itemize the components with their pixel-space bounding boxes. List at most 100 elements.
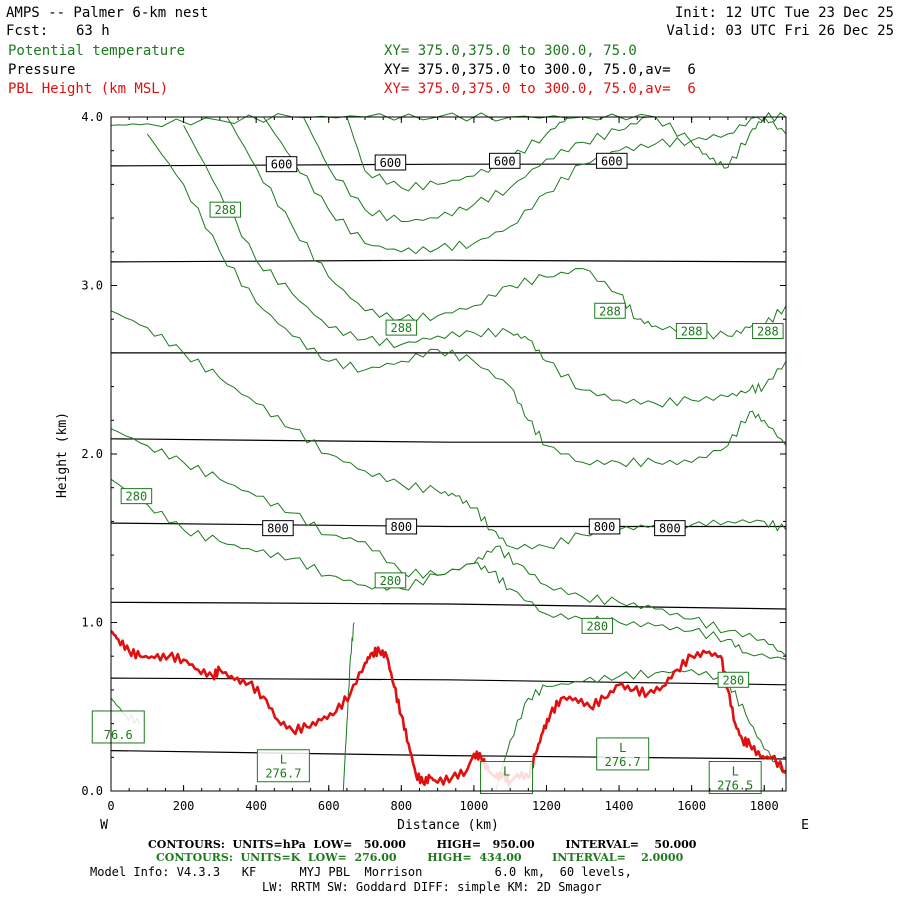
theta-contour-line: [262, 111, 787, 255]
pressure-contour-label: 800: [659, 522, 681, 536]
pressure-contour-label: 600: [271, 158, 293, 172]
y-tick-label: 4.0: [81, 110, 103, 124]
theta-contour-label-box: [717, 671, 750, 688]
forecast-label: Fcst:: [6, 23, 49, 39]
x-tick-label: 1800: [750, 799, 779, 813]
theta-contour-label: 288: [681, 324, 703, 338]
x-tick-label: 200: [173, 799, 195, 813]
contour-labels: 600 600 600 600 800 800 800 800 288 288 288 288 288 2…: [91, 152, 784, 795]
theta-contour-line: [342, 622, 355, 792]
theta-contour-info: CONTOURS: UNITS=K LOW= 276.00 HIGH= 434.…: [156, 851, 684, 864]
theta-contour-label-box: [581, 617, 614, 634]
pressure-contour-label: 600: [380, 156, 402, 170]
low-center-box: [91, 710, 145, 744]
field-xy-theta: XY= 375.0,375.0 to 300.0, 75.0: [384, 43, 637, 59]
theta-contour-label-box: [374, 572, 407, 589]
pressure-contours: [110, 163, 787, 760]
y-axis-label: Height (km): [55, 412, 70, 498]
theta-contour-label-box: [209, 201, 242, 218]
field-name-pbl: PBL Height (km MSL): [8, 81, 169, 97]
pressure-contour-line: [110, 750, 787, 760]
pressure-contour-line: [110, 677, 787, 686]
pressure-contour-label-box: [374, 154, 407, 171]
pressure-contour-label-box: [385, 518, 418, 535]
theta-contour-line: [146, 133, 787, 468]
forecast-hours: 63 h: [76, 23, 110, 39]
pressure-contour-line: [110, 259, 787, 263]
theta-contour-label-box: [120, 488, 153, 505]
theta-contour-line: [226, 116, 787, 340]
model-info: Model Info: V4.3.3 KF MYJ PBL Morrison 6…: [90, 865, 632, 879]
theta-contour-label: 280: [126, 490, 148, 504]
x-axis-west-label: W: [100, 818, 108, 833]
plot-frame: [110, 116, 787, 792]
x-tick-label: 1200: [532, 799, 561, 813]
y-tick-label: 3.0: [81, 279, 103, 293]
low-center-marker: L: [503, 765, 510, 779]
field-name-theta: Potential temperature: [8, 43, 186, 59]
theta-contour-label: 288: [214, 203, 236, 217]
y-tick-label: 1.0: [81, 616, 103, 630]
x-tick-label: 1400: [605, 799, 634, 813]
theta-contour-label-box: [594, 302, 626, 319]
pressure-contour-label-box: [654, 520, 686, 537]
pressure-contour-label: 600: [494, 154, 516, 168]
x-tick-label: 1000: [459, 799, 488, 813]
theta-contour-label: 288: [390, 321, 412, 335]
pressure-contour-label-box: [489, 152, 521, 169]
field-xy-pressure: XY= 375.0,375.0 to 300.0, 75.0,av= 6: [384, 62, 696, 78]
pressure-contour-line: [110, 601, 787, 610]
theta-contour-label: 288: [599, 304, 621, 318]
pressure-contour-label-box: [265, 156, 298, 173]
low-center-value: 276.7: [265, 767, 301, 781]
theta-contour-label-box: [752, 322, 784, 339]
y-tick-label: 0.0: [81, 784, 103, 798]
low-center-box: [708, 761, 762, 795]
init-time: Init: 12 UTC Tue 23 Dec 25: [674, 5, 894, 21]
pressure-contour-label: 800: [267, 522, 289, 536]
low-center-marker: L: [280, 753, 287, 767]
pressure-contour-label-box: [262, 520, 294, 537]
pressure-contour-label-box: [596, 152, 628, 169]
x-tick-label: 0: [107, 799, 114, 813]
pressure-contour-label: 800: [390, 520, 412, 534]
theta-contour-line: [110, 428, 787, 657]
x-tick-label: 600: [318, 799, 340, 813]
theta-contour-label: 280: [723, 673, 745, 687]
x-axis-label: Distance (km): [397, 818, 499, 833]
low-center-marker: L: [619, 741, 626, 755]
y-tick-label: 2.0: [81, 447, 103, 461]
x-tick-label: 1600: [677, 799, 706, 813]
field-name-pressure: Pressure: [8, 62, 76, 78]
theta-contour-label: 280: [586, 619, 608, 633]
theta-contour-line: [302, 116, 649, 223]
pressure-contour-line: [110, 438, 786, 443]
axes: 0 200 400 600 800 1000 1200 1400 1600 1800 0.0 1.0 2…: [81, 110, 786, 813]
low-center-box: [596, 737, 650, 771]
low-center-box: [480, 761, 534, 795]
theta-contour-line: [110, 112, 787, 169]
x-tick-label: 400: [245, 799, 267, 813]
pressure-contour-label: 600: [601, 154, 623, 168]
theta-contour-label-box: [675, 322, 708, 339]
low-center-value: 276.5: [717, 779, 753, 793]
pressure-contour-label: 800: [594, 520, 616, 534]
field-xy-pbl: XY= 375.0,375.0 to 300.0, 75.0,av= 6: [384, 81, 696, 97]
theta-contour-label-box: [385, 319, 418, 336]
theta-contour-line: [183, 125, 787, 408]
theta-contour-line: [110, 478, 787, 661]
model-title: AMPS -- Palmer 6-km nest: [6, 5, 209, 21]
x-axis-east-label: E: [801, 818, 809, 833]
low-center-value: 76.6: [104, 728, 133, 742]
x-tick-label: 800: [390, 799, 412, 813]
theta-contour-line: [346, 116, 569, 192]
low-center-box: [256, 749, 310, 783]
theta-contour-line: [110, 310, 787, 550]
low-center-value: 276.7: [605, 755, 641, 769]
physics-info: LW: RRTM SW: Goddard DIFF: simple KM: 2D…: [262, 880, 602, 894]
pressure-contour-label-box: [588, 518, 621, 535]
pbl-height-line: [110, 629, 787, 787]
theta-contour-label: 288: [757, 324, 779, 338]
valid-time: Valid: 03 UTC Fri 26 Dec 25: [666, 23, 894, 39]
pbl-height-series: [110, 629, 787, 787]
